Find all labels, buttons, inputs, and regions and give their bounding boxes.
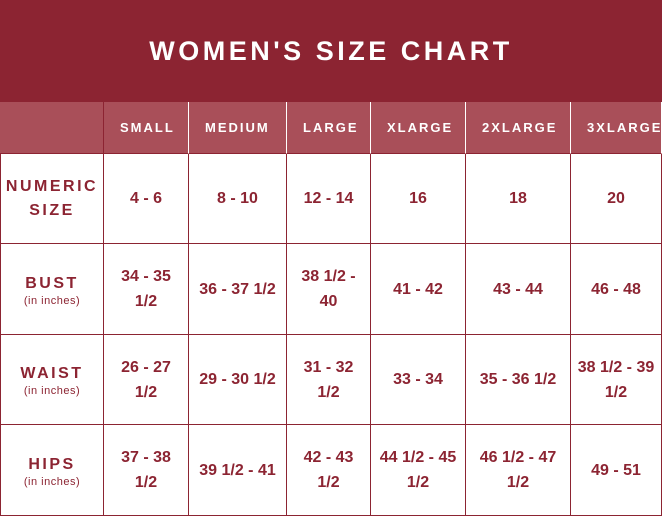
title-banner: WOMEN'S SIZE CHART [0, 0, 662, 102]
table-cell: 4 - 6 [104, 154, 189, 244]
table-cell: 8 - 10 [189, 154, 287, 244]
table-cell: 46 - 48 [571, 244, 662, 335]
row-label-text: NUMERIC SIZE [5, 177, 99, 219]
table-cell: 33 - 34 [371, 335, 466, 425]
row-sublabel: (in inches) [23, 385, 81, 397]
table-cell: 34 - 35 1/2 [104, 244, 189, 335]
table-cell: 42 - 43 1/2 [287, 425, 371, 516]
row-label-numeric-size: NUMERIC SIZE [0, 154, 104, 244]
column-header-medium: MEDIUM [189, 102, 287, 154]
table-cell: 36 - 37 1/2 [189, 244, 287, 335]
table-cell: 12 - 14 [287, 154, 371, 244]
table-cell: 37 - 38 1/2 [104, 425, 189, 516]
row-label-waist: WAIST (in inches) [0, 335, 104, 425]
row-label-bust: BUST (in inches) [0, 244, 104, 335]
table-cell: 38 1/2 - 40 [287, 244, 371, 335]
table-header-corner [0, 102, 104, 154]
table-cell: 18 [466, 154, 571, 244]
row-sublabel: (in inches) [23, 475, 81, 488]
row-label-hips: HIPS (in inches) [0, 425, 104, 516]
table-cell: 39 1/2 - 41 [189, 425, 287, 516]
column-header-2xlarge: 2XLARGE [466, 102, 571, 154]
table-cell: 29 - 30 1/2 [189, 335, 287, 425]
column-header-large: LARGE [287, 102, 371, 154]
column-header-xlarge: XLARGE [371, 102, 466, 154]
table-cell: 49 - 51 [571, 425, 662, 516]
column-header-small: SMALL [104, 102, 189, 154]
row-label-text: BUST [25, 274, 79, 292]
table-cell: 31 - 32 1/2 [287, 335, 371, 425]
table-cell: 46 1/2 - 47 1/2 [466, 425, 571, 516]
table-cell: 44 1/2 - 45 1/2 [371, 425, 466, 516]
table-cell: 16 [371, 154, 466, 244]
size-table: SMALL MEDIUM LARGE XLARGE 2XLARGE 3XLARG… [0, 102, 662, 516]
page-title: WOMEN'S SIZE CHART [149, 35, 513, 66]
row-sublabel: (in inches) [23, 294, 81, 307]
table-cell: 26 - 27 1/2 [104, 335, 189, 425]
table-cell: 35 - 36 1/2 [466, 335, 571, 425]
column-header-3xlarge: 3XLARGE [571, 102, 662, 154]
table-cell: 38 1/2 - 39 1/2 [571, 335, 662, 425]
table-cell: 41 - 42 [371, 244, 466, 335]
table-cell: 20 [571, 154, 662, 244]
row-label-text: WAIST [20, 365, 84, 382]
row-label-text: HIPS [28, 455, 76, 473]
table-cell: 43 - 44 [466, 244, 571, 335]
